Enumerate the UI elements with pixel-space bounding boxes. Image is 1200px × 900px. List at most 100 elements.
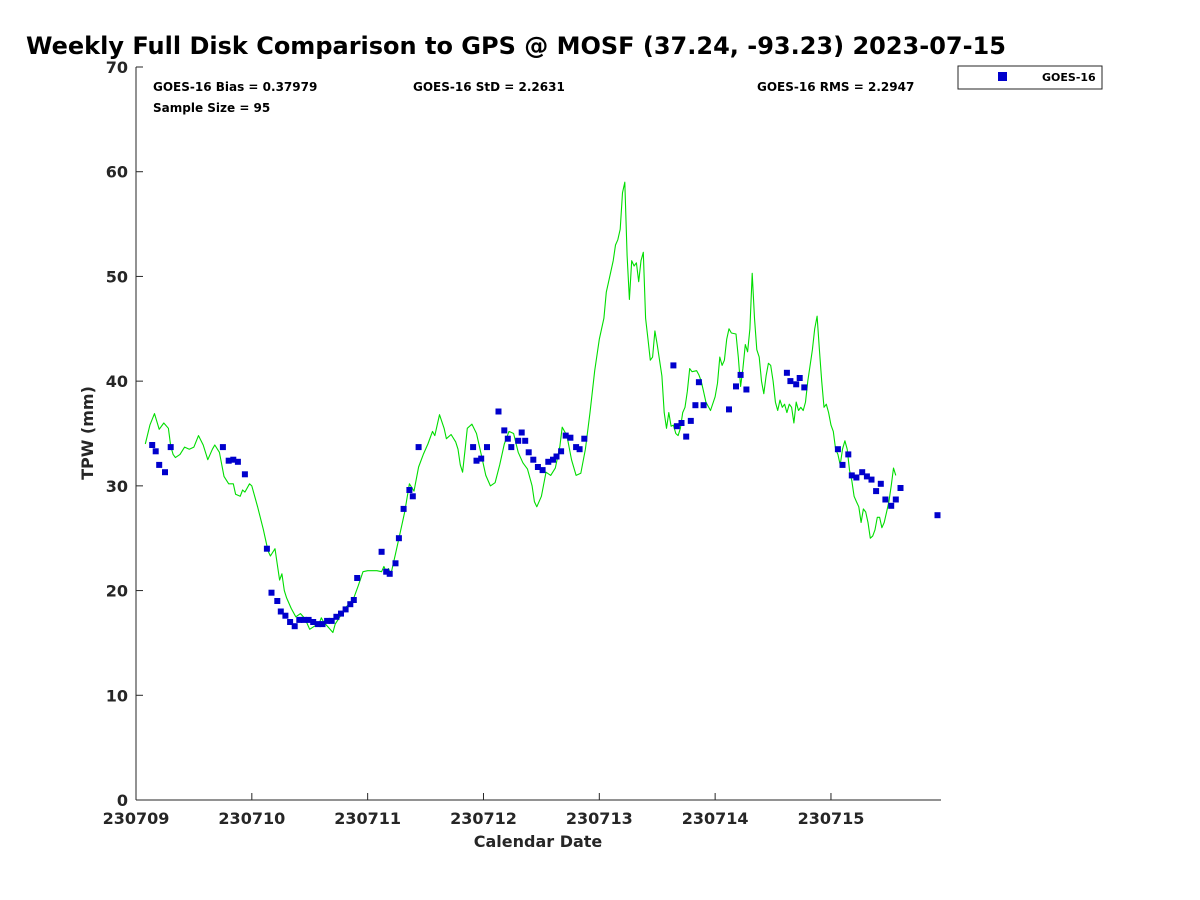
series-layer [144, 181, 941, 634]
goes16-point [530, 456, 537, 463]
goes16-point [796, 375, 803, 381]
goes16-point [692, 402, 699, 409]
goes16-point [328, 617, 335, 624]
goes16-point [274, 598, 281, 604]
goes16-point [167, 444, 174, 451]
goes16-point [863, 473, 870, 480]
goes16-point [877, 480, 884, 487]
y-tick-label: 50 [106, 267, 128, 286]
goes16-point [737, 371, 744, 378]
x-axis-title: Calendar Date [474, 832, 603, 851]
goes16-point [324, 617, 331, 624]
goes16-point [378, 548, 385, 555]
goes16-point [149, 442, 156, 448]
goes16-point [354, 575, 361, 581]
goes16-point [386, 570, 393, 577]
goes16-point [470, 444, 477, 451]
y-tick-label: 70 [106, 58, 128, 77]
goes16-point [522, 437, 529, 444]
y-tick-label: 0 [117, 791, 128, 810]
goes16-point [581, 435, 588, 442]
legend-marker [998, 72, 1007, 81]
rms-stat: GOES-16 RMS = 2.2947 [757, 80, 914, 94]
goes16-point [501, 427, 508, 434]
goes16-point [342, 606, 349, 613]
goes16-point [695, 379, 702, 386]
plot-area [136, 67, 941, 800]
goes16-point [350, 597, 357, 603]
y-axis-title: TPW (mm) [78, 386, 97, 480]
legend-box [957, 65, 1103, 90]
goes16-point [156, 461, 163, 468]
y-tick-label: 20 [106, 582, 128, 601]
goes16-point [683, 433, 690, 440]
goes16-point [550, 456, 556, 463]
x-tick-label: 230709 [103, 809, 170, 828]
goes16-point [333, 613, 340, 620]
goes16-point [383, 568, 390, 575]
goes16-point [539, 467, 546, 474]
goes16-point [673, 423, 680, 430]
goes16-point [406, 487, 413, 493]
goes16-point [395, 535, 402, 542]
goes16-point [415, 444, 422, 451]
goes16-point [314, 621, 321, 628]
goes16-point [558, 448, 565, 455]
goes16-point [300, 616, 307, 623]
goes16-point [845, 451, 852, 458]
goes16-point [545, 458, 552, 465]
goes16-point [400, 505, 407, 512]
y-tick-label: 30 [106, 477, 128, 496]
goes16-point [277, 608, 284, 615]
goes16-point [567, 434, 574, 441]
goes16-point [934, 512, 941, 519]
goes16-point [853, 474, 860, 481]
goes16-point [670, 362, 677, 369]
goes16-point [282, 612, 289, 619]
goes16-point [573, 444, 580, 451]
bias-stat: GOES-16 Bias = 0.37979 [153, 80, 317, 94]
goes16-point [534, 464, 541, 470]
goes16-point [263, 545, 270, 552]
std-stat: GOES-16 StD = 2.2631 [413, 80, 565, 94]
x-tick-label: 230715 [798, 809, 865, 828]
goes16-point [793, 381, 800, 388]
goes16-point [162, 469, 168, 476]
goes16-point [743, 386, 750, 393]
goes16-point [839, 461, 846, 468]
goes16-point [291, 623, 298, 630]
goes16-point [478, 455, 485, 462]
gps-series-line [144, 181, 897, 634]
goes16-point [726, 406, 732, 413]
goes16-point [287, 619, 294, 625]
goes16-point [268, 589, 275, 596]
goes16-point [576, 446, 583, 453]
goes16-point [801, 384, 808, 391]
goes16-point [873, 488, 880, 495]
goes16-point [234, 458, 241, 465]
goes16-point [848, 472, 855, 479]
x-tick-label: 230714 [682, 809, 749, 828]
goes16-point [733, 383, 739, 390]
chart-title: Weekly Full Disk Comparison to GPS @ MOS… [26, 32, 1006, 60]
goes16-point [553, 453, 560, 460]
x-tick-label: 230711 [334, 809, 401, 828]
goes16-point [347, 601, 354, 608]
goes16-point [504, 435, 511, 442]
y-tick-label: 10 [106, 686, 128, 705]
goes16-point [310, 619, 317, 625]
goes16-point [888, 502, 895, 509]
goes16-point [508, 444, 515, 451]
goes16-point [409, 493, 416, 500]
goes16-point [783, 369, 790, 376]
x-tick-label: 230710 [218, 809, 285, 828]
legend-label: GOES-16 [1042, 71, 1096, 84]
goes16-point [305, 616, 312, 623]
goes16-point [868, 476, 875, 483]
x-tick-label: 230712 [450, 809, 517, 828]
goes16-point [897, 485, 904, 491]
goes16-point [518, 429, 525, 436]
y-axis-ticks: 0 10 20 30 40 50 60 70 [106, 58, 143, 810]
goes16-point [319, 621, 326, 628]
